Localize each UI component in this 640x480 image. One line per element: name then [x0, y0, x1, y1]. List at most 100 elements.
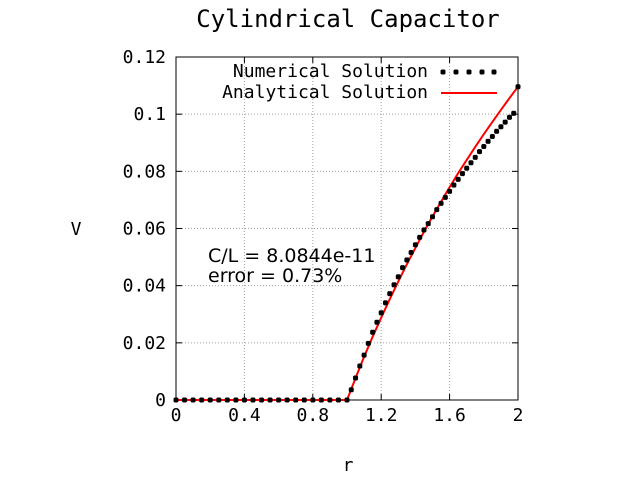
data-point-numerical — [481, 143, 487, 150]
x-tick-label: 2 — [513, 405, 524, 426]
y-tick-label: 0.02 — [123, 333, 166, 354]
annotation-error: error = 0.73% — [208, 265, 342, 287]
data-point-numerical — [207, 397, 213, 403]
x-tick-label: 1.2 — [365, 405, 398, 426]
data-point-numerical — [258, 397, 265, 403]
point-stroke — [357, 363, 363, 369]
y-tick-label: 0.12 — [123, 47, 166, 68]
data-point-numerical — [335, 397, 342, 403]
point-stroke — [466, 69, 472, 75]
point-stroke — [216, 397, 222, 403]
point-stroke — [181, 397, 188, 403]
point-stroke — [267, 397, 273, 403]
data-point-numerical — [417, 234, 423, 240]
data-point-numerical — [412, 242, 419, 248]
point-stroke — [455, 176, 461, 182]
data-point-numerical — [476, 148, 483, 155]
point-stroke — [395, 274, 401, 280]
point-stroke — [284, 397, 290, 403]
y-tick-label: 0.06 — [123, 219, 166, 240]
point-stroke — [421, 227, 427, 233]
point-stroke — [434, 206, 440, 213]
point-stroke — [348, 387, 354, 393]
point-stroke — [464, 165, 470, 171]
point-stroke — [378, 310, 384, 316]
data-point-numerical — [357, 363, 363, 369]
point-stroke — [293, 397, 299, 403]
point-stroke — [498, 124, 504, 130]
legend-label-numerical: Numerical Solution — [233, 61, 428, 82]
annotation-capacitance: C/L = 8.0844e-11 — [208, 245, 375, 267]
point-stroke — [233, 397, 239, 403]
point-stroke — [318, 397, 324, 403]
data-point-numerical — [181, 397, 188, 403]
point-stroke — [479, 69, 485, 75]
point-stroke — [173, 397, 179, 403]
chart-title: Cylindrical Capacitor — [196, 5, 499, 33]
data-point-numerical — [459, 170, 466, 177]
point-stroke — [365, 340, 372, 347]
data-point-numerical — [399, 265, 406, 271]
point-stroke — [335, 397, 342, 403]
data-point-numerical — [434, 206, 440, 213]
data-point-numerical — [404, 257, 410, 263]
point-stroke — [446, 188, 453, 194]
legend-point — [440, 69, 446, 75]
point-stroke — [472, 154, 478, 160]
data-point-numerical — [498, 124, 504, 130]
data-point-numerical — [190, 397, 196, 403]
grid — [176, 57, 518, 400]
point-stroke — [310, 397, 316, 403]
point-stroke — [241, 397, 248, 403]
point-stroke — [429, 214, 436, 220]
data-point-numerical — [472, 154, 478, 160]
data-point-numerical — [391, 282, 397, 288]
data-point-numerical — [352, 375, 359, 381]
point-stroke — [352, 375, 359, 381]
point-stroke — [199, 397, 205, 403]
point-stroke — [327, 397, 333, 403]
data-point-numerical — [361, 352, 367, 358]
data-point-numerical — [421, 227, 427, 233]
data-point-numerical — [267, 397, 273, 403]
point-stroke — [275, 397, 282, 403]
data-point-numerical — [489, 133, 495, 140]
point-stroke — [207, 397, 213, 403]
point-stroke — [361, 352, 367, 358]
point-stroke — [250, 397, 256, 403]
point-stroke — [408, 249, 414, 256]
legend-point — [479, 69, 485, 75]
y-axis-label: V — [71, 219, 82, 240]
point-stroke — [399, 265, 406, 271]
point-stroke — [459, 170, 466, 177]
point-stroke — [453, 69, 459, 75]
data-point-numerical — [408, 249, 414, 256]
point-stroke — [515, 84, 521, 90]
data-point-numerical — [365, 340, 372, 347]
data-point-numerical — [374, 319, 380, 325]
data-point-numerical — [451, 182, 457, 188]
point-stroke — [506, 114, 513, 120]
y-tick-label: 0.1 — [133, 104, 166, 125]
data-point-numerical — [395, 274, 401, 280]
data-point-numerical — [233, 397, 239, 403]
point-stroke — [451, 182, 457, 188]
data-point-numerical — [173, 397, 179, 403]
point-stroke — [489, 133, 495, 140]
data-point-numerical — [378, 310, 384, 316]
data-point-numerical — [429, 214, 436, 220]
data-point-numerical — [370, 329, 376, 335]
legend-point — [466, 69, 472, 75]
point-stroke — [301, 397, 307, 403]
data-point-numerical — [502, 119, 508, 125]
point-stroke — [404, 257, 410, 263]
data-point-numerical — [506, 114, 513, 120]
point-stroke — [438, 200, 444, 206]
data-point-numerical — [284, 397, 290, 403]
data-point-numerical — [446, 188, 453, 194]
point-stroke — [391, 282, 397, 288]
point-stroke — [502, 119, 508, 125]
data-point-numerical — [344, 397, 350, 403]
legend-point — [453, 69, 459, 75]
data-point-numerical — [301, 397, 307, 403]
